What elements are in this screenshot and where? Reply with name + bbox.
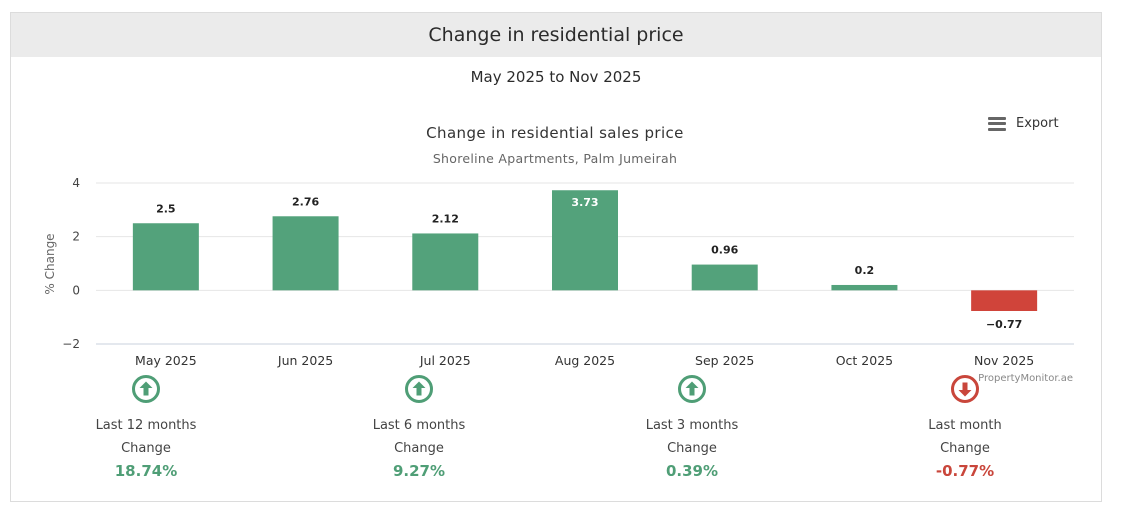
data-label: 2.76	[292, 195, 319, 208]
stat-last-6-months: Last 6 months Change 9.27%	[339, 375, 499, 480]
bar-sep-2025	[691, 264, 758, 291]
bar-jun-2025	[272, 216, 339, 291]
x-tick-label: Sep 2025	[695, 353, 754, 368]
bar-jul-2025	[412, 233, 479, 291]
arrow-down-circle-icon	[951, 375, 979, 403]
bar-chart: Change in residential sales price Shoreli…	[43, 124, 1074, 384]
x-tick-label: Nov 2025	[974, 353, 1034, 368]
stat-last-month: Last month Change -0.77%	[885, 375, 1045, 480]
export-label: Export	[1016, 116, 1059, 131]
arrow-up-circle-icon	[678, 375, 706, 403]
bar-oct-2025	[831, 284, 898, 291]
export-button[interactable]: Export	[988, 116, 1059, 131]
bar-aug-2025	[552, 190, 618, 291]
bar-nov-2025	[971, 290, 1038, 311]
chart-subtitle: Shoreline Apartments, Palm Jumeirah	[433, 151, 677, 166]
x-tick-label: Oct 2025	[836, 353, 893, 368]
y-tick-label: 4	[72, 176, 80, 190]
data-label: 2.12	[432, 212, 459, 225]
data-label: 2.5	[156, 202, 176, 215]
stat-label: Last month	[928, 418, 1002, 433]
menu-icon	[988, 116, 1006, 131]
data-label: 0.2	[855, 264, 875, 277]
card-title: Change in residential price	[11, 13, 1101, 57]
data-label: −0.77	[986, 318, 1022, 331]
y-tick-label: 2	[72, 230, 80, 244]
x-tick-label: Aug 2025	[555, 353, 615, 368]
stat-sub: Change	[667, 441, 717, 456]
arrow-up-circle-icon	[132, 375, 160, 403]
stat-value: 18.74%	[114, 462, 178, 480]
chart-title: Change in residential sales price	[426, 124, 684, 142]
stat-value: -0.77%	[935, 462, 995, 480]
x-tick-label: Jun 2025	[277, 353, 333, 368]
stat-sub: Change	[121, 441, 171, 456]
data-label: 3.73	[571, 196, 598, 209]
data-label: 0.96	[711, 244, 738, 257]
stat-value: 0.39%	[665, 462, 719, 480]
x-tick-label: Jul 2025	[419, 353, 471, 368]
x-tick-label: May 2025	[135, 353, 197, 368]
arrow-up-circle-icon	[405, 375, 433, 403]
stat-sub: Change	[394, 441, 444, 456]
stat-last-12-months: Last 12 months Change 18.74%	[66, 375, 226, 480]
bar-may-2025	[132, 223, 199, 291]
y-tick-label: 0	[72, 283, 80, 297]
y-tick-label: −2	[62, 337, 80, 351]
y-axis-label: % Change	[43, 233, 57, 294]
stat-label: Last 12 months	[95, 418, 197, 433]
stat-last-3-months: Last 3 months Change 0.39%	[612, 375, 772, 480]
stat-label: Last 6 months	[372, 418, 466, 433]
stat-value: 9.27%	[392, 462, 446, 480]
stat-label: Last 3 months	[645, 418, 739, 433]
stat-sub: Change	[940, 441, 990, 456]
chart-credit: PropertyMonitor.ae	[978, 373, 1073, 384]
period-label: May 2025 to Nov 2025	[470, 68, 642, 86]
